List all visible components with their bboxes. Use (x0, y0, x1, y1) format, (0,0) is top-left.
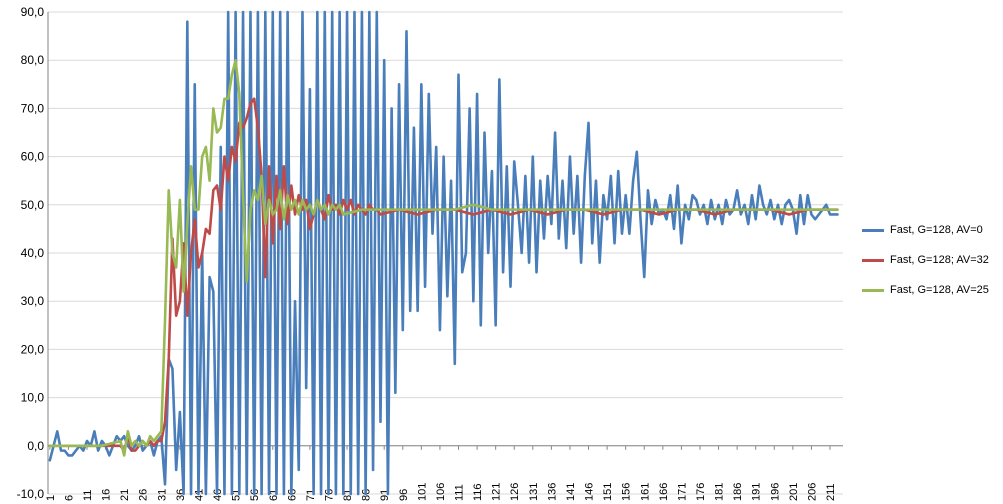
y-tick-label: 70,0 (21, 101, 45, 115)
x-tick-label: 146 (584, 483, 596, 501)
x-tick-label: 136 (546, 483, 558, 501)
x-tick-label: 196 (769, 483, 781, 501)
x-tick-label: 6 (63, 495, 75, 501)
x-tick-label: 106 (435, 483, 447, 501)
x-tick-label: 11 (82, 490, 94, 501)
y-tick-label: 60,0 (21, 150, 45, 164)
x-tick-label: 201 (788, 483, 800, 501)
legend-swatch (862, 228, 884, 232)
x-tick-label: 96 (398, 489, 410, 501)
legend-item: Fast, G=128, AV=25 (862, 280, 1002, 300)
legend-label: Fast, G=128, AV=0 (890, 224, 983, 236)
legend-swatch (862, 288, 884, 292)
x-tick-label: 1 (45, 495, 57, 501)
series-line (48, 58, 839, 457)
x-tick-label: 41 (193, 489, 205, 501)
x-tick-label: 26 (138, 489, 150, 501)
x-tick-label: 31 (156, 489, 168, 501)
x-tick-label: 176 (695, 483, 707, 501)
x-axis: 1 6 11 16 21 26 31 36 41 46 51 56 61 66 71 76 81 86 91 96 10… (45, 445, 843, 501)
y-tick-label: -10,0 (17, 487, 45, 501)
x-tick-label: 181 (714, 483, 726, 501)
x-tick-label: 76 (323, 489, 335, 501)
x-tick-label: 71 (305, 489, 317, 501)
x-tick-label: 16 (101, 489, 113, 501)
x-tick-label: 101 (416, 483, 428, 501)
x-tick-label: 36 (175, 489, 187, 501)
x-tick-label: 186 (732, 483, 744, 501)
x-tick-label: 121 (491, 483, 503, 501)
x-tick-label: 206 (806, 483, 818, 501)
x-tick-label: 66 (286, 489, 298, 501)
x-tick-label: 151 (602, 483, 614, 501)
x-tick-label: 21 (119, 489, 131, 501)
legend-item: Fast, G=128; AV=32 (862, 250, 1002, 270)
legend-item: Fast, G=128, AV=0 (862, 220, 1002, 240)
series-line (48, 10, 839, 496)
x-tick-label: 111 (454, 484, 466, 501)
x-tick-label: 191 (751, 483, 763, 501)
x-tick-label: 126 (509, 483, 521, 501)
x-tick-label: 46 (212, 489, 224, 501)
y-tick-label: 40,0 (21, 246, 45, 260)
series-lines (48, 10, 839, 496)
legend-swatch (862, 258, 884, 262)
legend-label: Fast, G=128; AV=32 (890, 254, 989, 266)
y-tick-label: 90,0 (21, 5, 45, 19)
y-tick-label: 0,0 (27, 439, 44, 453)
x-tick-label: 161 (639, 483, 651, 501)
x-tick-label: 211 (825, 483, 837, 501)
x-tick-label: 156 (621, 483, 633, 501)
y-tick-label: 10,0 (21, 391, 45, 405)
y-tick-label: 20,0 (21, 342, 45, 356)
x-tick-label: 86 (361, 489, 373, 501)
x-tick-label: 166 (658, 483, 670, 501)
x-tick-label: 171 (676, 483, 688, 501)
x-tick-label: 131 (528, 483, 540, 501)
legend: Fast, G=128, AV=0 Fast, G=128; AV=32 Fas… (862, 220, 1002, 310)
x-tick-label: 56 (249, 489, 261, 501)
y-tick-label: 50,0 (21, 198, 45, 212)
y-tick-label: 30,0 (21, 294, 45, 308)
x-tick-label: 141 (565, 483, 577, 501)
y-tick-label: 80,0 (21, 53, 45, 67)
legend-label: Fast, G=128, AV=25 (890, 284, 989, 296)
x-tick-label: 116 (472, 483, 484, 501)
x-tick-label: 91 (379, 489, 391, 501)
y-axis: -10,0 0,0 10,0 20,0 30,0 40,0 50,0 60,0 70,0 80,0… (17, 5, 49, 501)
